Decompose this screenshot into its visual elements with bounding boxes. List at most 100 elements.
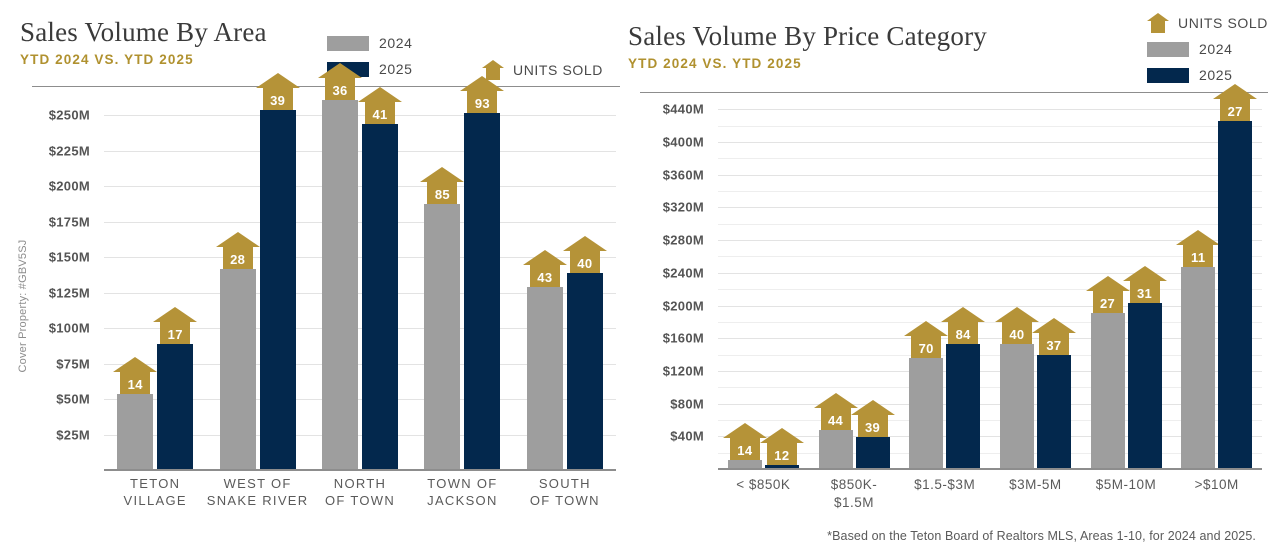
y-tick-label: $320M	[662, 199, 704, 215]
gridline-minor	[718, 419, 1262, 421]
bar-2024[interactable]: 43	[522, 250, 567, 469]
x-tick-label: TOWN OF JACKSON	[427, 476, 498, 509]
x-tick-label: $1.5-$3M	[914, 477, 976, 492]
legend-label-2024: 2024	[379, 35, 413, 51]
x-tick-label: $5M-10M	[1095, 477, 1157, 492]
gridline	[718, 272, 1262, 274]
y-tick-label: $240M	[662, 265, 704, 281]
gridline	[104, 186, 616, 188]
gridline	[718, 142, 1262, 144]
y-tick-label: $25M	[56, 427, 90, 443]
units-sold-marker: 40	[562, 235, 608, 275]
left-x-axis: TETON VILLAGE WEST OF SNAKE RIVER NORTH OF…	[104, 475, 616, 509]
x-tick-label: $850K- $1.5M	[830, 477, 878, 510]
x-tick-label: < $850K	[736, 477, 791, 492]
y-tick-label: $40M	[670, 428, 704, 444]
y-tick-label: $360M	[662, 167, 704, 183]
left-chart-title: Sales Volume By Area	[20, 17, 267, 47]
bar-2025[interactable]: 31	[1122, 265, 1167, 468]
bar-2024[interactable]: 70	[904, 321, 949, 468]
bar-2024[interactable]: 44	[813, 393, 858, 468]
bar-2025[interactable]: 12	[759, 427, 804, 468]
y-tick-label: $80M	[670, 396, 704, 412]
left-legend-units: UNITS SOLD	[482, 57, 603, 83]
units-sold-marker: 11	[1175, 229, 1221, 269]
chart-panel-area: Sales Volume By Area YTD 2024 VS. YTD 20…	[20, 0, 620, 551]
bar-group: 43 40	[514, 87, 616, 469]
units-sold-marker: 14	[112, 356, 158, 396]
bar-2025[interactable]: 41	[358, 87, 403, 469]
bar-2025[interactable]: 39	[850, 399, 895, 468]
y-tick-label: $200M	[48, 178, 90, 194]
y-tick-label: $160M	[662, 330, 704, 346]
units-sold-marker: 28	[215, 231, 261, 271]
bar-2024[interactable]: 14	[722, 422, 767, 468]
gridline	[104, 328, 616, 330]
gridline-minor	[718, 354, 1262, 356]
bar-2025[interactable]: 84	[941, 306, 986, 468]
bar-2025[interactable]: 40	[562, 236, 607, 469]
units-sold-marker: 31	[1122, 265, 1168, 305]
x-tick-label: WEST OF SNAKE RIVER	[206, 476, 309, 509]
y-tick-label: $250M	[48, 107, 90, 123]
left-baseline	[104, 469, 616, 471]
legend-label-2025: 2025	[1198, 67, 1233, 83]
x-tick-label: TETON VILLAGE	[123, 476, 187, 509]
footnote: *Based on the Teton Board of Realtors ML…	[827, 529, 1256, 543]
bar-2024[interactable]: 27	[1085, 275, 1130, 468]
legend-label-2024: 2024	[1198, 41, 1233, 57]
right-legend: UNITS SOLD 2024 2025	[1146, 10, 1268, 88]
y-tick-label: $100M	[48, 320, 90, 336]
gridline-minor	[718, 158, 1262, 160]
bar-2025[interactable]: 17	[153, 307, 198, 469]
y-tick-label: $50M	[56, 391, 90, 407]
bar-2024[interactable]: 40	[994, 306, 1039, 468]
y-tick-label: $75M	[56, 356, 90, 372]
bar-2025[interactable]: 27	[1213, 84, 1258, 468]
bar-2025[interactable]: 39	[255, 73, 300, 469]
gridline	[718, 436, 1262, 438]
y-tick-label: $225M	[48, 143, 90, 159]
gridline	[104, 292, 616, 294]
left-y-axis: $25M $50M $75M $100M $125M $150M $175M $200M $22…	[20, 87, 96, 471]
units-sold-marker: 14	[722, 422, 768, 462]
bar-2024[interactable]: 14	[113, 356, 158, 469]
bar-group: 36 41	[309, 63, 411, 469]
left-plot-area: $25M $50M $75M $100M $125M $150M $175M $200M $22…	[20, 63, 620, 471]
house-icon	[482, 60, 504, 80]
gridline	[718, 240, 1262, 242]
legend-swatch-2024	[1146, 41, 1189, 57]
gridline-minor	[718, 191, 1262, 193]
bar-2024[interactable]: 28	[215, 232, 260, 469]
legend-item-2024: 2024	[327, 30, 413, 56]
y-tick-label: $400M	[662, 134, 704, 150]
gridline-minor	[718, 452, 1262, 454]
right-chart-title: Sales Volume By Price Category	[628, 21, 987, 51]
gridline-minor	[718, 223, 1262, 225]
units-sold-marker: 27	[1085, 275, 1131, 315]
bar-2024[interactable]: 85	[420, 166, 465, 469]
units-sold-marker: 37	[1031, 317, 1077, 357]
legend-item-2025: 2025	[1146, 62, 1268, 88]
bar-group: 40 37	[990, 93, 1081, 468]
y-tick-label: $440M	[662, 101, 704, 117]
units-sold-marker: 36	[317, 62, 363, 102]
bar-2024[interactable]: 11	[1176, 229, 1221, 468]
right-chart-subtitle: YTD 2024 VS. YTD 2025	[628, 56, 802, 72]
units-sold-marker: 85	[419, 166, 465, 206]
left-chart-subtitle: YTD 2024 VS. YTD 2025	[20, 52, 194, 68]
house-icon	[1146, 13, 1169, 33]
gridline-minor	[718, 125, 1262, 127]
bar-2025[interactable]: 93	[460, 75, 505, 469]
bar-2024[interactable]: 36	[318, 63, 363, 469]
right-chart-header: Sales Volume By Price Category YTD 2024 …	[628, 0, 1268, 86]
gridline	[104, 434, 616, 436]
units-sold-marker: 40	[994, 306, 1040, 346]
y-tick-label: $280M	[662, 232, 704, 248]
right-plot-area: $40M $80M $120M $160M $200M $240M $280M $320M $3…	[628, 84, 1268, 470]
bar-2025[interactable]: 37	[1031, 318, 1076, 468]
legend-label-2025: 2025	[379, 61, 413, 77]
right-bar-groups: 14 12 44 39 70 84 40 37 27 31 11 27	[718, 84, 1262, 468]
gridline-minor	[718, 289, 1262, 291]
